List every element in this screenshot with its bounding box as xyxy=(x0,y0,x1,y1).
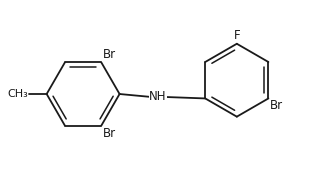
Text: F: F xyxy=(233,29,240,42)
Text: Br: Br xyxy=(270,99,284,112)
Text: NH: NH xyxy=(149,91,167,103)
Text: CH₃: CH₃ xyxy=(7,89,28,99)
Text: Br: Br xyxy=(103,127,117,139)
Text: Br: Br xyxy=(103,48,117,61)
